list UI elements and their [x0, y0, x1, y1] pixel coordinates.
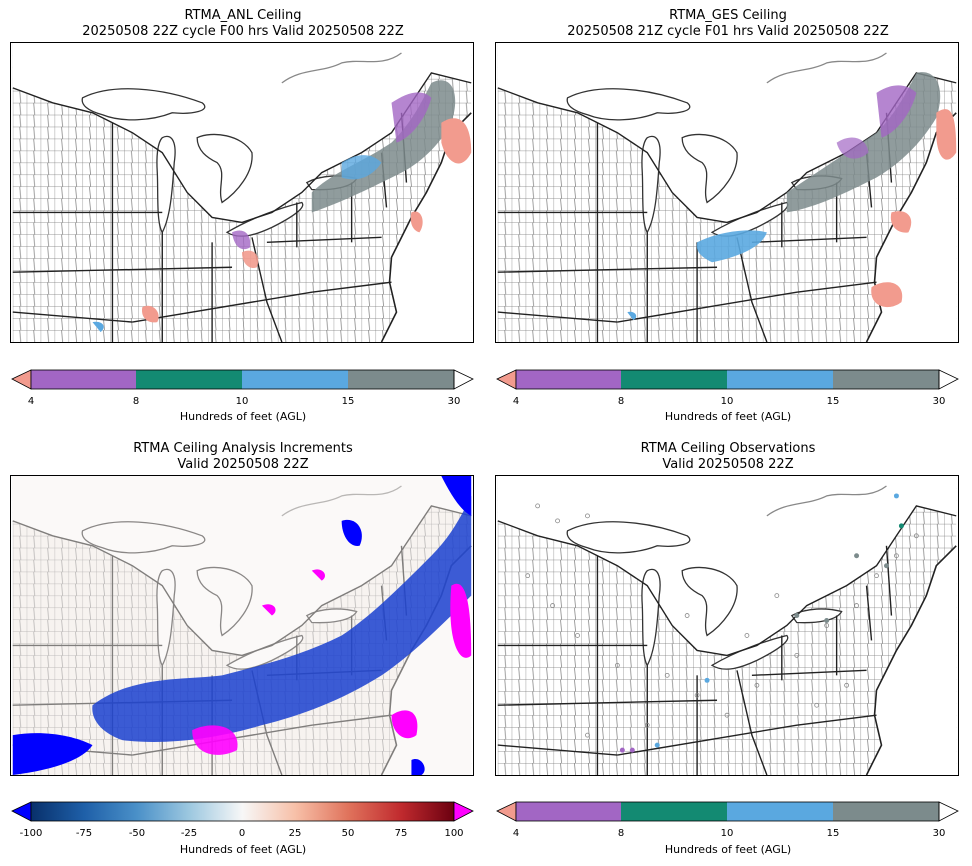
colorbar-increments-over	[453, 801, 474, 822]
colorbar-observations-over	[938, 801, 959, 822]
colorbar-observations-bin-3	[727, 802, 833, 821]
station-observations-low-ceiling	[619, 493, 904, 753]
panel-title-ges-line1: RTMA_GES Ceiling	[669, 8, 787, 23]
colorbar-ges-tick-2: 8	[617, 396, 625, 407]
colorbar-observations-tick-5: 30	[932, 828, 946, 839]
panel-title-observations-line1: RTMA Ceiling Observations	[640, 441, 816, 456]
colorbar-observations-tick-4: 15	[826, 828, 840, 839]
colorbar-anl-tick-4: 15	[341, 396, 355, 407]
colorbar-anl-label: Hundreds of feet (AGL)	[179, 410, 307, 423]
colorbar-anl-bin-1	[31, 370, 136, 389]
colorbar-increments-tick-1: -100	[19, 828, 43, 839]
colorbar-ges-tick-1: 4	[512, 396, 520, 407]
colorbar-anl-tick-5: 30	[447, 396, 461, 407]
colorbar-observations-bin-2	[621, 802, 727, 821]
station-observations	[525, 503, 919, 738]
colorbar-observations-tick-1: 4	[512, 828, 520, 839]
panel-title-observations: RTMA Ceiling Observations Valid 20250508…	[498, 441, 958, 473]
panel-title-ges-line2: 20250508 21Z cycle F01 hrs Valid 2025050…	[567, 24, 889, 39]
colorbar-ges-bin-1	[516, 370, 621, 389]
colorbar-anl-tick-3: 10	[235, 396, 249, 407]
increment-field	[12, 476, 472, 775]
colorbar-increments	[11, 801, 474, 822]
panel-title-ges: RTMA_GES Ceiling 20250508 21Z cycle F01 …	[498, 8, 958, 40]
panel-title-anl-line2: 20250508 22Z cycle F00 hrs Valid 2025050…	[82, 24, 404, 39]
colorbar-ges-bin-2	[621, 370, 727, 389]
panel-title-increments: RTMA Ceiling Analysis Increments Valid 2…	[13, 441, 473, 473]
panel-title-anl-line1: RTMA_ANL Ceiling	[184, 8, 302, 23]
colorbar-ges-label: Hundreds of feet (AGL)	[664, 410, 792, 423]
anl-ceiling-field	[92, 80, 472, 333]
panel-title-increments-line1: RTMA Ceiling Analysis Increments	[133, 441, 353, 456]
colorbar-ges	[496, 369, 959, 390]
colorbar-increments-under	[11, 801, 32, 822]
colorbar-increments-tick-3: -50	[128, 828, 146, 839]
map-observations-svg	[496, 476, 958, 775]
colorbar-anl-bin-2	[136, 370, 242, 389]
colorbar-anl-bin-3	[242, 370, 348, 389]
map-ges-svg	[496, 43, 958, 342]
colorbar-increments-tick-6: 25	[288, 828, 302, 839]
colorbar-increments-tick-4: -25	[180, 828, 198, 839]
colorbar-anl	[11, 369, 474, 390]
colorbar-increments-gradient	[30, 801, 455, 822]
colorbar-ges-tick-3: 10	[720, 396, 734, 407]
colorbar-ges-tick-5: 30	[932, 396, 946, 407]
colorbar-increments-tick-5: 0	[238, 828, 246, 839]
colorbar-observations-tick-2: 8	[617, 828, 625, 839]
panel-title-anl: RTMA_ANL Ceiling 20250508 22Z cycle F00 …	[13, 8, 473, 40]
colorbar-increments-tick-2: -75	[75, 828, 93, 839]
colorbar-ges-under	[496, 369, 517, 390]
colorbar-anl-bin-4	[348, 370, 454, 389]
map-anl	[10, 42, 474, 343]
map-anl-svg	[11, 43, 473, 342]
ges-ceiling-field	[627, 72, 957, 321]
colorbar-observations-label: Hundreds of feet (AGL)	[664, 843, 792, 856]
map-ges	[495, 42, 959, 343]
colorbar-anl-tick-1: 4	[27, 396, 35, 407]
colorbar-observations-under	[496, 801, 517, 822]
colorbar-observations	[496, 801, 959, 822]
colorbar-anl-over	[453, 369, 474, 390]
panel-title-increments-line2: Valid 20250508 22Z	[177, 457, 309, 472]
colorbar-observations-tick-3: 10	[720, 828, 734, 839]
panel-title-observations-line2: Valid 20250508 22Z	[662, 457, 794, 472]
colorbar-increments-tick-9: 100	[444, 828, 464, 839]
colorbar-ges-over	[938, 369, 959, 390]
colorbar-increments-tick-8: 75	[394, 828, 408, 839]
colorbar-ges-bin-3	[727, 370, 833, 389]
colorbar-observations-bin-1	[516, 802, 621, 821]
colorbar-observations-bin-4	[833, 802, 939, 821]
colorbar-increments-tick-7: 50	[341, 828, 355, 839]
map-increments-svg	[11, 476, 473, 775]
map-observations	[495, 475, 959, 776]
colorbar-ges-tick-4: 15	[826, 396, 840, 407]
map-increments	[10, 475, 474, 776]
colorbar-ges-bin-4	[833, 370, 939, 389]
colorbar-anl-tick-2: 8	[132, 396, 140, 407]
colorbar-increments-label: Hundreds of feet (AGL)	[179, 843, 307, 856]
colorbar-anl-under	[11, 369, 32, 390]
